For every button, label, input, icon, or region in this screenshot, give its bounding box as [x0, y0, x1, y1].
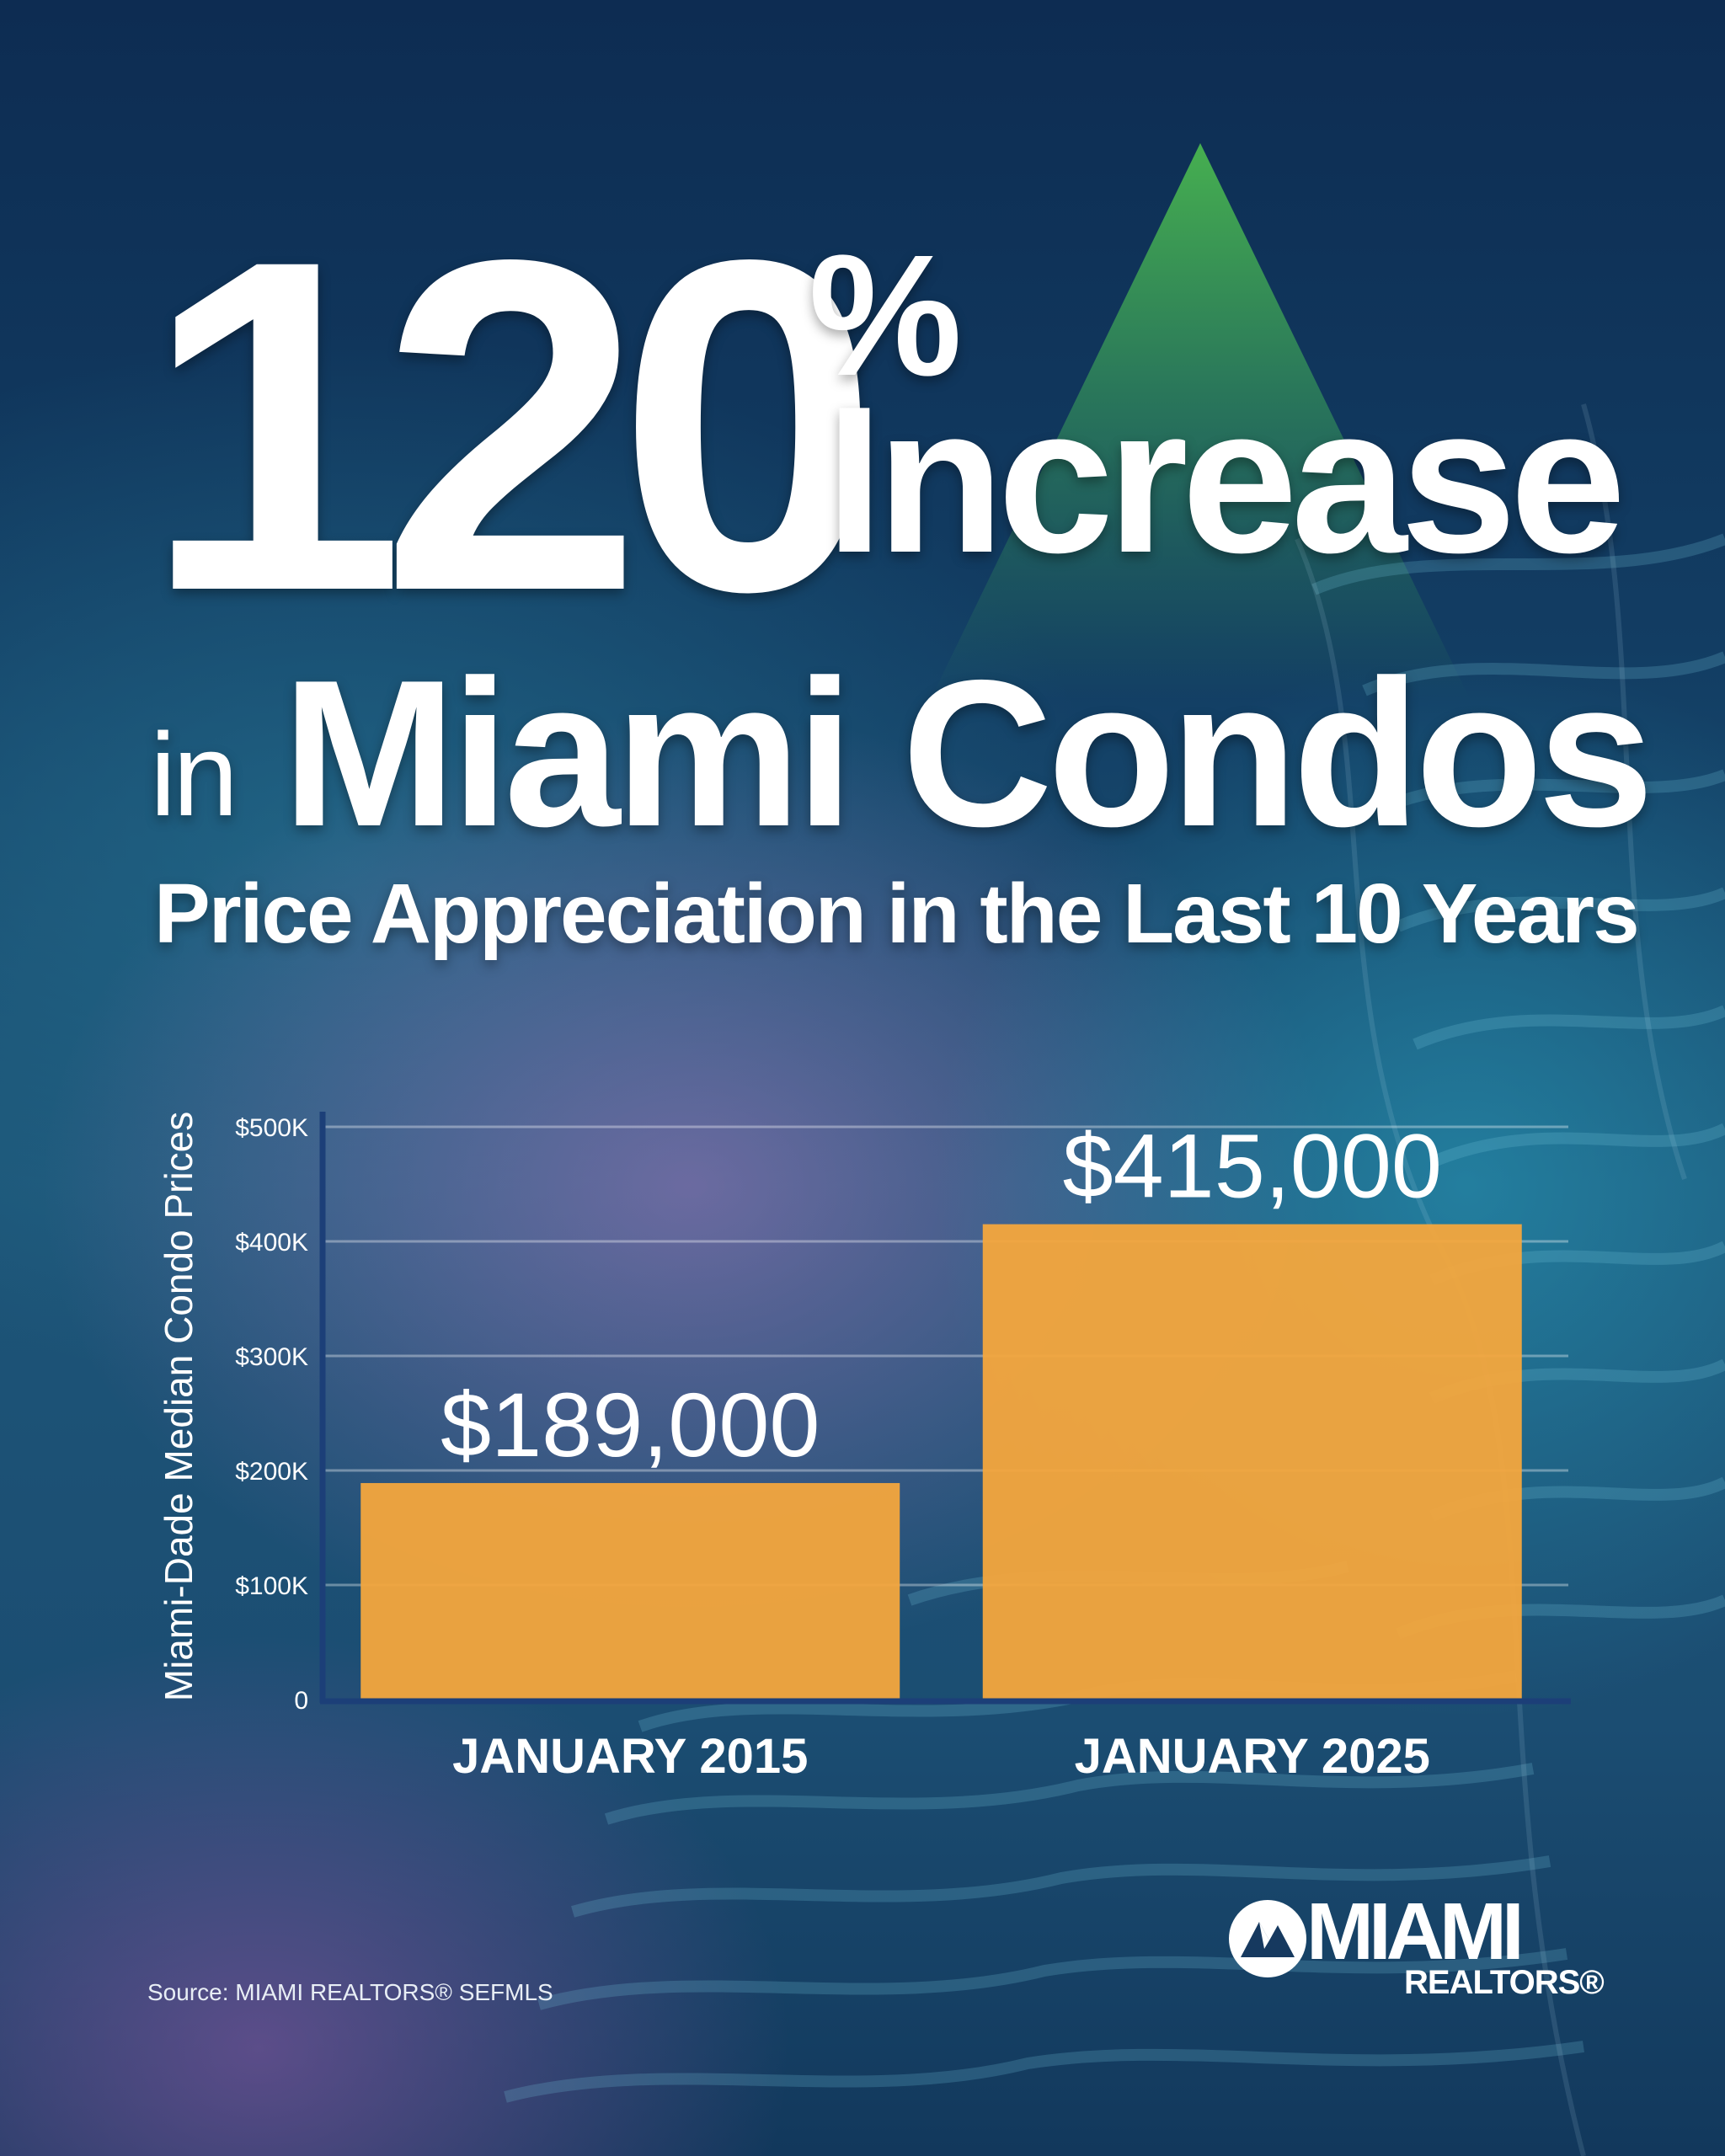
- headline-number: 120: [143, 162, 879, 689]
- y-tick-label: $100K: [235, 1572, 308, 1600]
- x-category-label: JANUARY 2015: [452, 1729, 808, 1784]
- chart-bars: [360, 1224, 1522, 1700]
- logo-wordmark: MIAMI: [1306, 1886, 1525, 1977]
- y-tick-label: $400K: [235, 1229, 308, 1257]
- miami-realtors-logo: MIAMI REALTORS®: [1226, 1886, 1605, 1999]
- headline-in: in: [150, 708, 238, 841]
- bar: [360, 1482, 900, 1700]
- headline-percent-sign: %: [809, 219, 962, 412]
- x-category-label: JANUARY 2025: [1075, 1729, 1430, 1784]
- logo-emblem-icon: [1229, 1900, 1306, 1977]
- y-tick-label: $300K: [235, 1343, 308, 1371]
- y-tick-label: 0: [294, 1687, 308, 1715]
- logo-subtext: REALTORS®: [1404, 1964, 1605, 2001]
- bar-value-label: $189,000: [441, 1374, 820, 1476]
- y-tick-labels: 0 $100K $200K $300K $400K $500K: [235, 1114, 308, 1715]
- x-category-labels: JANUARY 2015 JANUARY 2025: [452, 1729, 1430, 1784]
- headline-location: Miami Condos: [282, 636, 1654, 870]
- headline-subtitle: Price Appreciation in the Last 10 Years: [154, 867, 1640, 961]
- bar: [982, 1224, 1522, 1700]
- headline-increase: Increase: [825, 362, 1626, 596]
- bar-value-labels: $189,000 $415,000: [441, 1115, 1442, 1476]
- bar-value-label: $415,000: [1063, 1115, 1442, 1217]
- y-tick-label: $200K: [235, 1458, 308, 1486]
- y-tick-label: $500K: [235, 1114, 308, 1142]
- y-axis-label: Miami-Dade Median Condo Prices: [157, 1112, 200, 1702]
- source-note: Source: MIAMI REALTORS® SEFMLS: [147, 1979, 553, 2005]
